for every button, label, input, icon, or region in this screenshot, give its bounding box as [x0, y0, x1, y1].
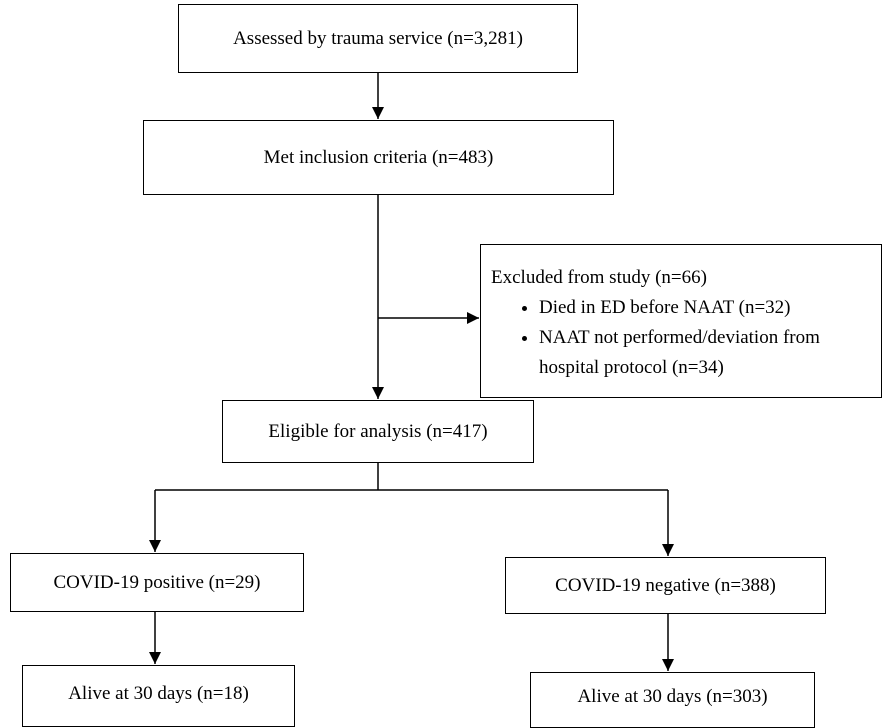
node: Alive at 30 days (n=303) [530, 672, 815, 728]
node: Eligible for analysis (n=417) [222, 400, 534, 463]
node: Met inclusion criteria (n=483) [143, 120, 614, 195]
reason-list: Died in ED before NAAT (n=32) NAAT not p… [491, 293, 839, 383]
reason: NAAT not performed/deviation from hospit… [539, 323, 839, 383]
exclusion-title: Excluded from study (n=66) [491, 267, 707, 288]
reason: Died in ED before NAAT (n=32) [539, 293, 839, 323]
node: Alive at 30 days (n=18) [22, 665, 295, 727]
node: COVID-19 negative (n=388) [505, 557, 826, 614]
node: Assessed by trauma service (n=3,281) [178, 4, 578, 73]
exclusion-box: Excluded from study (n=66) Died in ED be… [480, 244, 882, 398]
node: COVID-19 positive (n=29) [10, 553, 304, 612]
